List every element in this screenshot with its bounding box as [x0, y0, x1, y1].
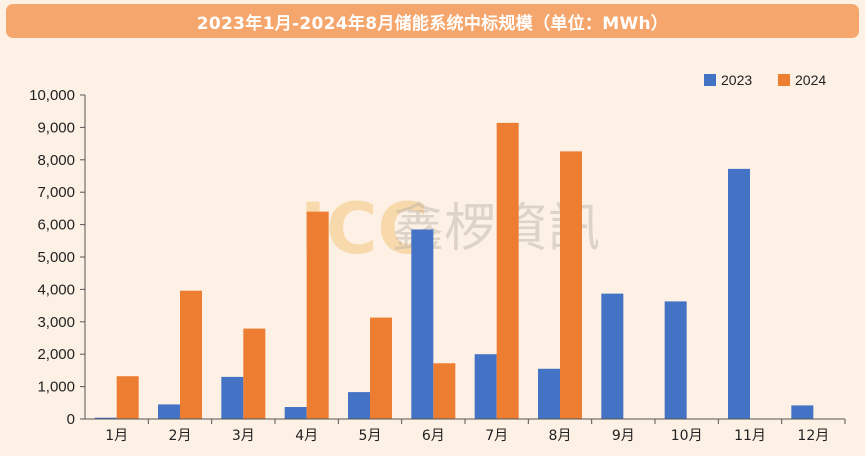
bar-2024-6	[433, 363, 456, 419]
x-tick-label: 4月	[295, 428, 318, 444]
bar-2024-2	[180, 290, 202, 419]
x-tick-label: 12月	[797, 428, 829, 444]
y-tick-label: 8,000	[37, 152, 75, 169]
x-tick-label: 9月	[612, 428, 635, 444]
y-tick-label: 4,000	[37, 281, 75, 298]
x-axis: 1月 2月 3月 4月 5月 6月 7月 8月 9月 10月 11月 12月	[85, 418, 846, 444]
y-tick-label: 3,000	[37, 314, 75, 331]
y-tick-label: 5,000	[37, 249, 75, 266]
y-tick-label: 7,000	[37, 184, 75, 201]
x-tick-label: 8月	[549, 428, 572, 444]
y-tick-label: 9,000	[37, 119, 75, 136]
bar-2024-5	[370, 317, 392, 419]
y-tick-label: 1,000	[37, 379, 75, 396]
bar-2023-8	[538, 368, 560, 419]
bar-2024-3	[243, 328, 266, 419]
bar-2023-11	[728, 168, 750, 419]
bar-2023-7	[474, 354, 497, 419]
y-tick-label: 0	[67, 411, 75, 428]
title-bar: 2023年1月-2024年8月储能系统中标规模（单位：MWh）	[6, 4, 859, 38]
bar-2023-4	[284, 407, 307, 419]
bar-2023-6	[411, 229, 434, 419]
bar-2023-2	[158, 404, 180, 419]
bar-2023-5	[348, 392, 370, 419]
y-tick-label: 10,000	[29, 87, 75, 104]
legend-label-2023: 2023	[721, 72, 752, 88]
chart-title: 2023年1月-2024年8月储能系统中标规模（单位：MWh）	[196, 13, 669, 34]
bar-2023-1	[94, 417, 117, 419]
y-tick-label: 2,000	[37, 346, 75, 363]
x-tick-label: 5月	[359, 428, 382, 444]
bar-2024-4	[306, 211, 329, 419]
bar-2024-1	[116, 376, 139, 419]
bar-2023-3	[221, 376, 244, 419]
x-tick-label: 10月	[671, 428, 703, 444]
bar-2023-9	[601, 293, 624, 419]
bar-2023-12	[791, 405, 814, 419]
x-tick-label: 2月	[169, 428, 192, 444]
bar-2024-7	[496, 122, 519, 419]
x-tick-label: 6月	[422, 428, 445, 444]
x-tick-label: 11月	[734, 428, 766, 444]
bar-2024-8	[560, 151, 582, 419]
x-tick-label: 7月	[485, 428, 508, 444]
bars	[94, 122, 814, 419]
bar-2023-10	[664, 301, 687, 419]
y-tick-label: 6,000	[37, 217, 75, 234]
x-tick-label: 3月	[232, 428, 255, 444]
legend: 2023 2024	[704, 72, 826, 88]
legend-swatch-2023	[704, 74, 716, 86]
legend-label-2024: 2024	[795, 72, 826, 88]
legend-swatch-2024	[778, 74, 790, 86]
x-tick-label: 1月	[105, 428, 128, 444]
y-axis: 0 1,000 2,000 3,000 4,000 5,000 6,000 7,000 8,00…	[29, 87, 86, 428]
